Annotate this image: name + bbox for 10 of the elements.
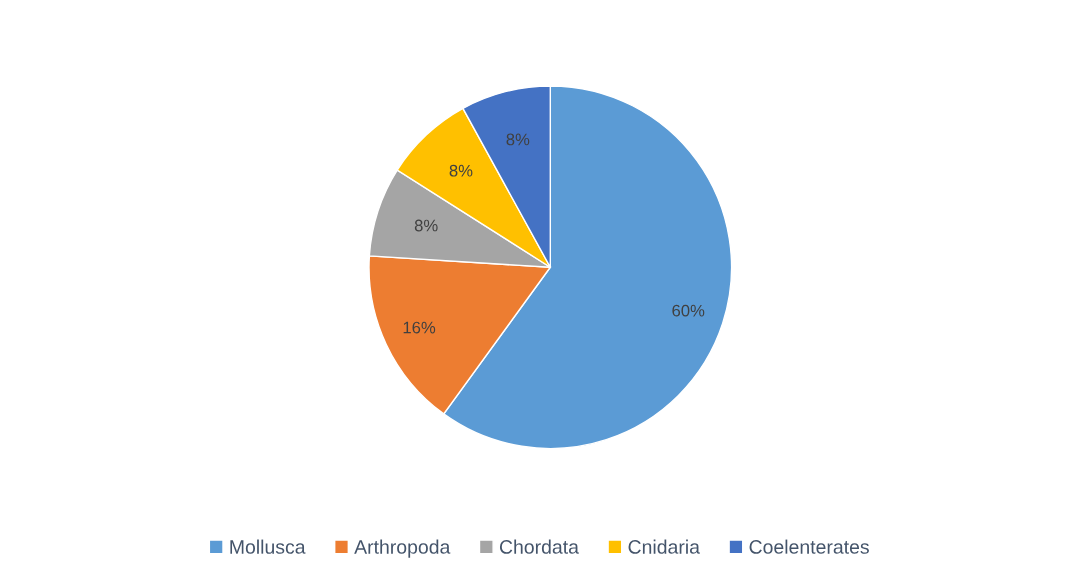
legend-label: Cnidaria xyxy=(628,539,700,554)
data-label: 16% xyxy=(403,321,436,334)
legend-label: Mollusca xyxy=(230,539,306,554)
data-label: 8% xyxy=(414,219,438,232)
legend-label: Coelenterates xyxy=(749,539,869,554)
data-label: 8% xyxy=(506,133,530,146)
data-label: 8% xyxy=(449,164,473,177)
legend-label: Arthropoda xyxy=(354,539,451,558)
legend-label: Chordata xyxy=(499,539,579,554)
data-label: 60% xyxy=(672,304,705,317)
